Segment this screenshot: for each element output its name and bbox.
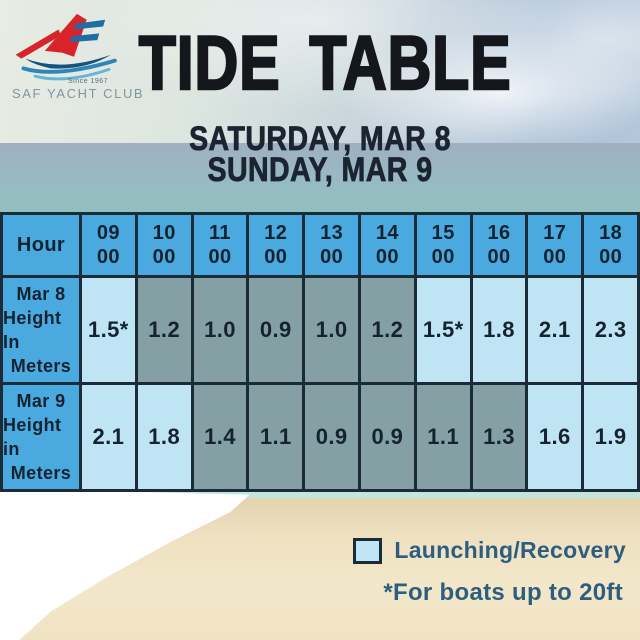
legend-label: Launching/Recovery xyxy=(394,537,626,563)
hour-cell: 14 00 xyxy=(360,215,414,275)
logo-club-name: SAF YACHT CLUB xyxy=(12,86,145,101)
hour-cell: 17 00 xyxy=(528,215,582,275)
launch-color-swatch xyxy=(353,537,383,564)
hour-cell: 16 00 xyxy=(472,215,526,275)
row-label-cell: Mar 9 Height in Meters xyxy=(3,385,79,489)
tide-height-cell: 1.5* xyxy=(416,278,470,382)
tide-height-cell: 2.1 xyxy=(528,278,582,382)
tide-height-cell: 2.3 xyxy=(584,278,637,382)
tide-height-cell: 1.2 xyxy=(137,278,191,382)
tide-height-cell: 1.1 xyxy=(416,385,470,489)
tide-table: Hour 09 00 10 00 11 00 12 00 13 00 14 00 15 00 16 00 17 00… xyxy=(0,212,640,492)
page-title: TIDE TABLE xyxy=(138,21,512,106)
sand-background xyxy=(0,498,640,640)
tide-height-cell: 0.9 xyxy=(305,385,358,489)
hour-corner-cell: Hour xyxy=(3,215,79,275)
hour-cell: 15 00 xyxy=(416,215,470,275)
hour-cell: 11 00 xyxy=(193,215,247,275)
hour-cell: 10 00 xyxy=(137,215,191,275)
tide-height-cell: 1.5* xyxy=(82,278,135,382)
saf-yacht-club-logo: Since 1967 SAF YACHT CLUB xyxy=(12,10,145,101)
tide-height-cell: 0.9 xyxy=(360,385,414,489)
date-line-saturday: SATURDAY, MAR 8 xyxy=(189,120,451,158)
tide-height-cell: 1.4 xyxy=(193,385,247,489)
date-line-sunday: SUNDAY, MAR 9 xyxy=(207,151,433,189)
tide-height-cell: 1.8 xyxy=(472,278,526,382)
tide-height-cell: 1.1 xyxy=(249,385,303,489)
tide-height-cell: 0.9 xyxy=(249,278,303,382)
hour-cell: 12 00 xyxy=(249,215,303,275)
hour-cell: 09 00 xyxy=(82,215,135,275)
tide-height-cell: 1.0 xyxy=(193,278,247,382)
row-label-cell: Mar 8 Height In Meters xyxy=(3,278,79,382)
tide-height-cell: 2.1 xyxy=(82,385,135,489)
tide-height-cell: 1.2 xyxy=(360,278,414,382)
tide-height-cell: 1.8 xyxy=(137,385,191,489)
tide-height-cell: 1.9 xyxy=(584,385,637,489)
boats-size-note: *For boats up to 20ft xyxy=(383,579,623,606)
tide-height-cell: 1.3 xyxy=(472,385,526,489)
date-subtitle: SATURDAY, MAR 8 SUNDAY, MAR 9 xyxy=(51,120,589,189)
hour-cell: 18 00 xyxy=(584,215,637,275)
tide-height-cell: 1.6 xyxy=(528,385,582,489)
logo-since-text: Since 1967 xyxy=(67,78,109,85)
hour-cell: 13 00 xyxy=(305,215,358,275)
yacht-boat-icon xyxy=(15,13,117,81)
legend: Launching/Recovery xyxy=(353,537,626,564)
tide-height-cell: 1.0 xyxy=(305,278,358,382)
